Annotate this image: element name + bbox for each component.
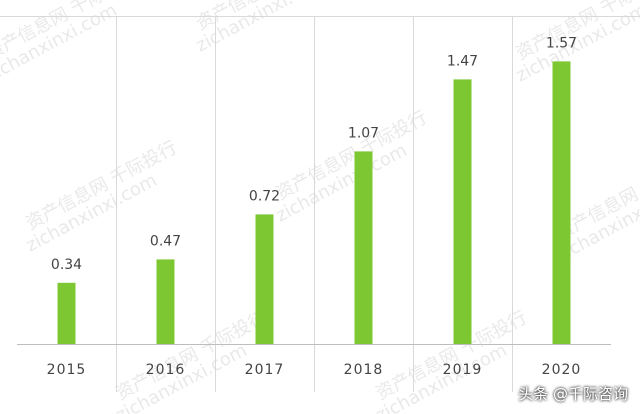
data-label-2015: 0.34 [51, 257, 82, 273]
data-label-2019: 1.47 [447, 53, 478, 69]
x-tick-2016: 2016 [146, 362, 186, 378]
bar-2018 [354, 151, 373, 344]
x-tick-2018: 2018 [344, 362, 384, 378]
bar-2017 [255, 214, 274, 344]
value-labels-group: 0.34 0.47 0.72 1.07 1.47 1.57 [51, 35, 577, 272]
credit-text: 头条 @千际咨询 [518, 385, 628, 403]
bars-group [57, 61, 571, 345]
x-tick-2019: 2019 [443, 362, 483, 378]
source-credit: 头条 @千际咨询 [518, 383, 628, 404]
data-label-2017: 0.72 [249, 188, 280, 204]
grid-lines [0, 16, 640, 392]
bar-2015 [57, 282, 76, 344]
x-tick-labels: 2015 2016 2017 2018 2019 2020 [47, 362, 582, 378]
data-label-2018: 1.07 [348, 125, 379, 141]
x-tick-2020: 2020 [542, 362, 582, 378]
bar-2016 [156, 259, 175, 344]
data-label-2016: 0.47 [150, 233, 181, 249]
data-label-2020: 1.57 [546, 35, 577, 51]
bar-2020 [552, 61, 571, 345]
x-tick-2017: 2017 [245, 362, 285, 378]
bar-2019 [453, 79, 472, 345]
x-tick-2015: 2015 [47, 362, 87, 378]
